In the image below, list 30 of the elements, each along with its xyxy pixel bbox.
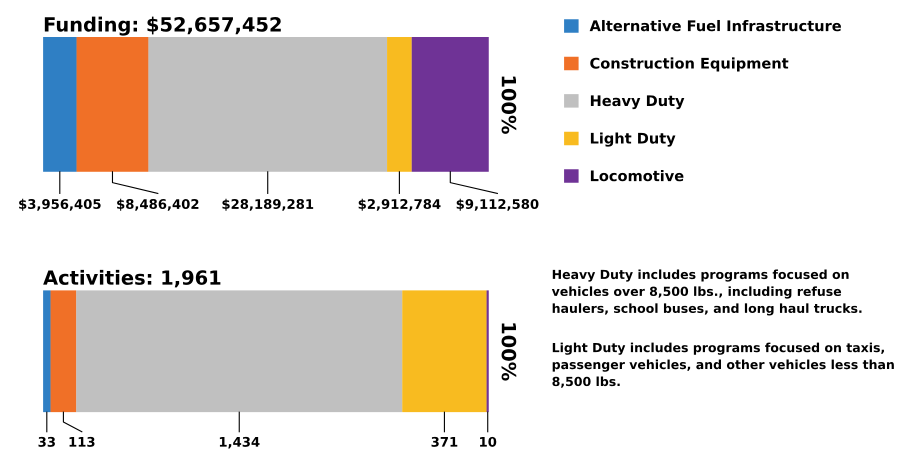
bar <box>76 290 402 412</box>
data-label: 371 <box>432 436 458 447</box>
data-label: $8,486,402 <box>117 198 198 211</box>
bar <box>43 37 77 172</box>
legend-label: Locomotive <box>590 170 684 182</box>
text: Light Duty includes programs focused on taxis, passenger vehicles, and other vehicles less than 8,500 lbs. <box>552 342 894 388</box>
bar <box>76 37 148 172</box>
data-label: $3,956,405 <box>19 198 101 211</box>
data-label: 113 <box>70 436 95 447</box>
chart-title: Activities: 1,961 <box>43 270 220 288</box>
data-label: 10 <box>480 436 496 447</box>
data-label: $28,189,281 <box>222 198 314 211</box>
text: 100% <box>502 76 516 134</box>
data-label: $9,112,580 <box>456 198 538 211</box>
text: Heavy Duty includes programs focused on vehicles over 8,500 lbs., including refuse haulers, school buses, and long haul trucks. <box>552 269 862 316</box>
data-label: $2,912,784 <box>358 198 441 211</box>
chart-title: Funding: $52,657,452 <box>44 16 281 36</box>
bar <box>402 290 487 412</box>
legend-label: Heavy Duty <box>590 95 684 110</box>
bar <box>387 37 412 172</box>
bar <box>50 290 76 412</box>
text: 100% <box>502 323 516 381</box>
bar <box>412 37 489 172</box>
data-label: 33 <box>38 436 55 447</box>
bar <box>148 37 388 172</box>
data-label: 1,434 <box>220 436 260 449</box>
bar <box>43 290 51 412</box>
legend-label: Light Duty <box>590 132 676 147</box>
legend-label: Construction Equipment <box>590 57 788 72</box>
legend-label: Alternative Fuel Infrastructure <box>590 20 841 32</box>
